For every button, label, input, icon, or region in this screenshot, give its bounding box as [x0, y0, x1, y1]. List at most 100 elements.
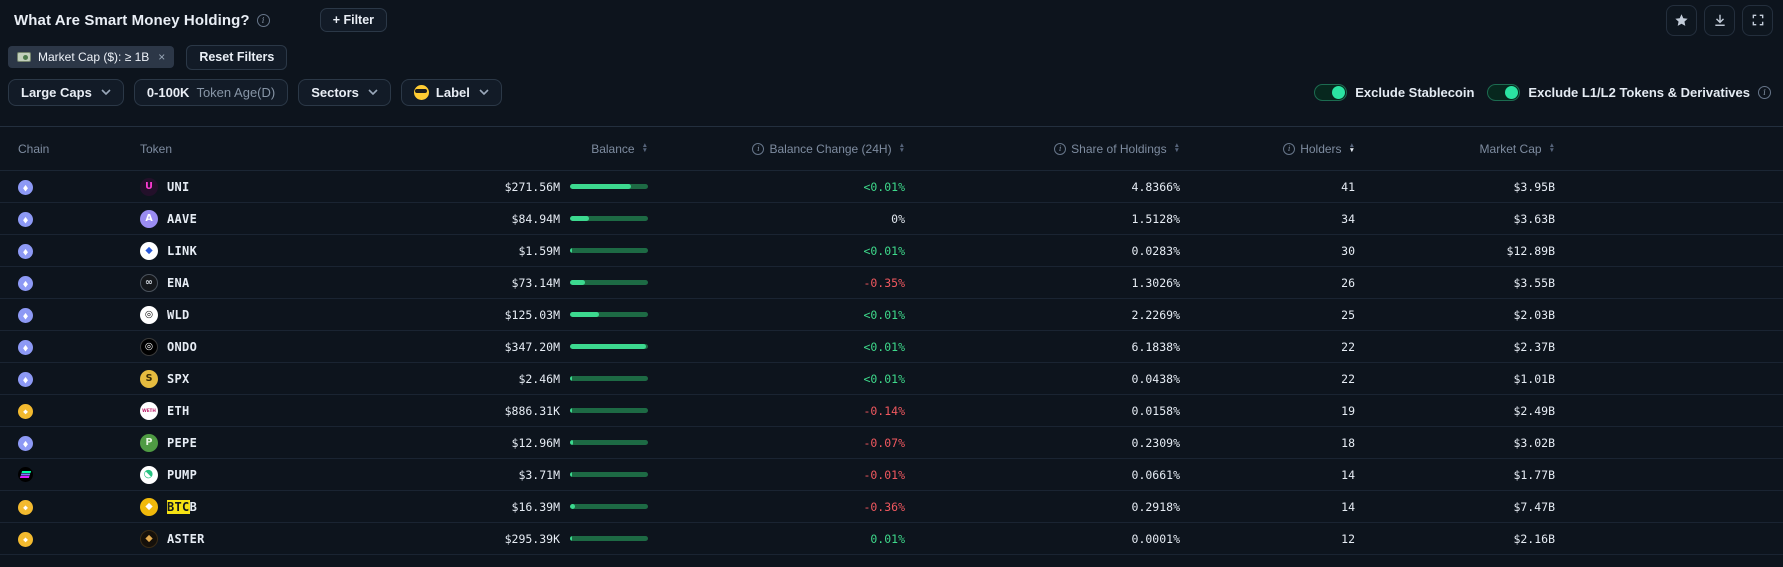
share-of-holdings-cell: 1.3026% — [1131, 275, 1180, 290]
token-cell: U UNI — [140, 177, 380, 196]
column-header-change[interactable]: i Balance Change (24H) ▲ ▼ — [648, 142, 905, 156]
balance-cell: $16.39M — [380, 500, 648, 514]
token-cell: ◐ PUMP — [140, 465, 380, 484]
sort-icon[interactable]: ▲ ▼ — [898, 141, 905, 154]
exclude-stablecoin-toggle[interactable] — [1314, 83, 1348, 101]
share-of-holdings-cell: 1.5128% — [1131, 211, 1180, 226]
exclude-l1l2-toggle[interactable] — [1487, 83, 1521, 101]
table-row[interactable]: ◐ PUMP $3.71M -0.01% 0.0661% 14 $1.77B — [0, 459, 1783, 491]
token-symbol[interactable]: LINK — [167, 243, 198, 258]
holders-cell: 22 — [1341, 339, 1355, 354]
column-header-balance[interactable]: Balance ▲ ▼ — [380, 142, 648, 156]
sort-desc-arrow: ▼ — [898, 146, 905, 154]
column-header-mcap[interactable]: Market Cap ▲ ▼ — [1355, 142, 1555, 156]
sort-asc-arrow: ▲ — [641, 141, 648, 149]
sort-icon[interactable]: ▲ ▼ — [1173, 142, 1180, 154]
token-symbol[interactable]: PEPE — [167, 435, 198, 450]
share-of-holdings-cell: 0.0438% — [1131, 371, 1180, 386]
column-header-token[interactable]: Token — [140, 142, 380, 156]
token-cell: ◆ LINK — [140, 241, 380, 260]
sectors-dropdown[interactable]: Sectors — [298, 78, 391, 106]
info-icon: i — [752, 142, 765, 155]
market-cap-cell: $3.02B — [1513, 435, 1555, 450]
balance-value: $73.14M — [511, 275, 560, 290]
download-button[interactable] — [1704, 4, 1735, 36]
label-dropdown[interactable]: Label — [400, 78, 502, 106]
money-icon — [17, 52, 31, 62]
balance-bar-fill — [570, 440, 574, 445]
share-of-holdings-cell: 0.2309% — [1131, 435, 1180, 450]
balance-change-cell: <0.01% — [863, 307, 905, 322]
filter-chip-market-cap[interactable]: Market Cap ($): ≥ 1B × — [8, 46, 175, 68]
table-row[interactable]: ◆ ◆ LINK $1.59M <0.01% 0.0283% 30 $12.89B — [0, 235, 1783, 267]
size-dropdown[interactable]: Large Caps — [8, 78, 124, 106]
column-header-share[interactable]: i Share of Holdings ▲ ▼ — [905, 142, 1180, 156]
token-symbol[interactable]: ASTER — [167, 531, 205, 546]
chain-cell: ◆ — [18, 243, 140, 259]
table-row[interactable]: ◆ P PEPE $12.96M -0.07% 0.2309% 18 $3.02B — [0, 427, 1783, 459]
token-symbol[interactable]: BTCB — [167, 499, 198, 514]
favorite-button[interactable] — [1666, 4, 1697, 36]
balance-bar-fill — [570, 344, 646, 349]
table-row[interactable]: ◆ S SPX $2.46M <0.01% 0.0438% 22 $1.01B — [0, 363, 1783, 395]
balance-cell: $295.39K — [380, 532, 648, 546]
token-age-filter[interactable]: 0-100K Token Age(D) — [133, 78, 289, 106]
table-row[interactable]: ◆ WETH ETH $886.31K -0.14% 0.0158% 19 $2.49B — [0, 395, 1783, 427]
token-symbol[interactable]: AAVE — [167, 211, 198, 226]
column-label: Market Cap — [1479, 141, 1542, 156]
column-header-chain[interactable]: Chain — [18, 142, 140, 156]
holders-cell: 22 — [1341, 371, 1355, 386]
holders-cell: 14 — [1341, 467, 1355, 482]
ethereum-chain-icon: ◆ — [18, 275, 33, 291]
remove-chip-icon[interactable]: × — [158, 50, 166, 64]
token-symbol[interactable]: PUMP — [167, 467, 198, 482]
balance-value: $3.71M — [518, 467, 560, 482]
balance-cell: $73.14M — [380, 276, 648, 290]
fullscreen-icon — [1752, 14, 1763, 26]
balance-change-cell: 0% — [891, 211, 905, 226]
balance-cell: $271.56M — [380, 180, 648, 194]
sort-icon[interactable]: ▲ ▼ — [641, 141, 648, 154]
token-symbol[interactable]: ENA — [167, 275, 190, 290]
table-row[interactable]: ◆ ◆ BTCB $16.39M -0.36% 0.2918% 14 $7.47B — [0, 491, 1783, 523]
balance-bar-fill — [570, 312, 599, 317]
token-age-value: 0-100K — [146, 84, 190, 100]
fullscreen-button[interactable] — [1742, 4, 1773, 36]
token-symbol[interactable]: WLD — [167, 307, 190, 322]
balance-change-cell: <0.01% — [863, 243, 905, 258]
market-cap-cell: $2.03B — [1513, 307, 1555, 322]
column-header-holders[interactable]: i Holders ▲ ▼ — [1180, 142, 1355, 156]
top-actions — [1666, 4, 1773, 36]
holders-cell: 25 — [1341, 307, 1355, 322]
title-info-icon[interactable]: i — [256, 13, 270, 27]
token-symbol[interactable]: SPX — [167, 371, 190, 386]
balance-bar — [570, 408, 648, 413]
table-row[interactable]: ◆ ◆ ASTER $295.39K 0.01% 0.0001% 12 $2.16B — [0, 523, 1783, 555]
balance-change-cell: -0.35% — [863, 275, 905, 290]
add-filter-button[interactable]: + Filter — [319, 8, 388, 32]
chain-glyph: ◆ — [23, 502, 28, 512]
table-row[interactable]: ◆ ∞ ENA $73.14M -0.35% 1.3026% 26 $3.55B — [0, 267, 1783, 299]
chain-glyph: ◆ — [23, 372, 28, 386]
sort-desc-arrow: ▼ — [1348, 146, 1355, 154]
table-row[interactable]: ◆ ◎ ONDO $347.20M <0.01% 6.1838% 22 $2.37B — [0, 331, 1783, 363]
sort-desc-arrow: ▼ — [1173, 146, 1180, 154]
sort-asc-arrow: ▲ — [898, 141, 905, 149]
column-label: Balance Change (24H) — [769, 141, 892, 156]
chain-glyph: ◆ — [23, 212, 28, 226]
sort-icon[interactable]: ▲ ▼ — [1348, 142, 1355, 154]
btcb-token-icon: ◆ — [140, 497, 158, 516]
reset-filters-button[interactable]: Reset Filters — [186, 44, 288, 70]
table-row[interactable]: ◆ ◎ WLD $125.03M <0.01% 2.2269% 25 $2.03B — [0, 299, 1783, 331]
sort-icon[interactable]: ▲ ▼ — [1549, 142, 1555, 154]
l1l2-info-icon[interactable]: i — [1758, 85, 1771, 99]
chain-glyph: ◆ — [23, 534, 28, 544]
token-symbol[interactable]: ONDO — [167, 339, 198, 354]
balance-change-cell: -0.14% — [863, 403, 905, 418]
holdings-table: Chain Token Balance ▲ ▼ i Balance Change (24H)… — [0, 126, 1783, 555]
table-row[interactable]: ◆ A AAVE $84.94M 0% 1.5128% 34 $3.63B — [0, 203, 1783, 235]
table-row[interactable]: ◆ U UNI $271.56M <0.01% 4.8366% 41 $3.95B — [0, 171, 1783, 203]
info-icon: i — [1054, 142, 1067, 155]
token-symbol[interactable]: UNI — [167, 179, 190, 194]
token-symbol[interactable]: ETH — [167, 403, 190, 418]
